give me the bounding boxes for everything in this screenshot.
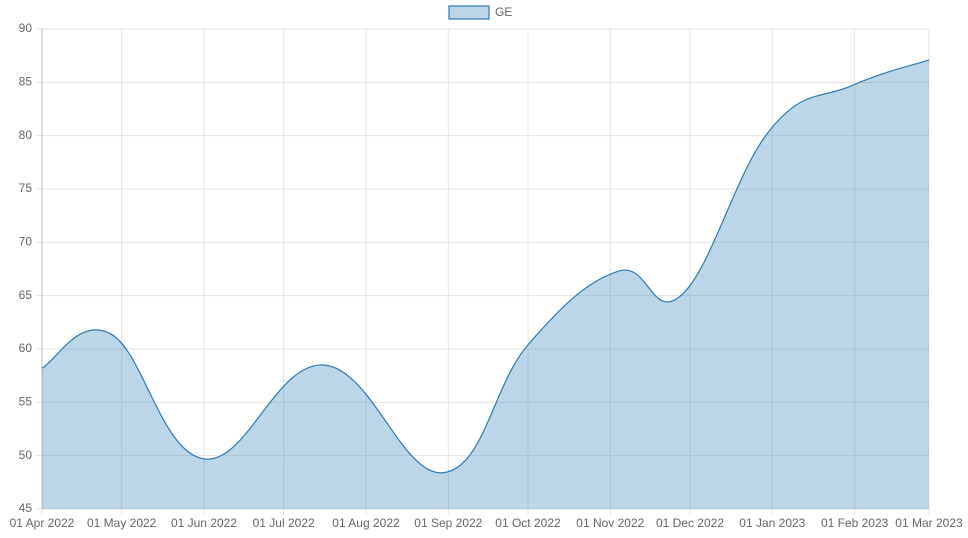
y-tick-label: 85 (19, 75, 33, 89)
legend-label: GE (495, 5, 512, 19)
y-tick-label: 65 (19, 288, 33, 302)
legend-swatch (448, 5, 490, 20)
y-tick-label: 55 (19, 395, 33, 409)
y-tick-label: 50 (19, 448, 33, 462)
x-tick-label: 01 Apr 2022 (10, 516, 75, 530)
x-tick-label: 01 Aug 2022 (332, 516, 400, 530)
x-tick-label: 01 Feb 2023 (821, 516, 889, 530)
y-tick-label: 45 (19, 501, 33, 515)
y-tick-label: 60 (19, 341, 33, 355)
x-tick-label: 01 Nov 2022 (576, 516, 644, 530)
x-tick-label: 01 Dec 2022 (656, 516, 724, 530)
x-tick-label: 01 Jan 2023 (739, 516, 805, 530)
x-tick-label: 01 Sep 2022 (414, 516, 482, 530)
x-tick-label: 01 Jul 2022 (253, 516, 315, 530)
x-tick-label: 01 Jun 2022 (171, 516, 237, 530)
line (41, 59, 930, 474)
y-tick-label: 90 (19, 21, 33, 35)
x-tick-label: 01 May 2022 (87, 516, 157, 530)
area-fill (42, 59, 929, 509)
y-tick-label: 70 (19, 235, 33, 249)
y-tick-label: 80 (19, 128, 33, 142)
y-tick-label: 75 (19, 181, 33, 195)
x-tick-label: 01 Oct 2022 (495, 516, 561, 530)
x-tick-label: 01 Mar 2023 (895, 516, 963, 530)
